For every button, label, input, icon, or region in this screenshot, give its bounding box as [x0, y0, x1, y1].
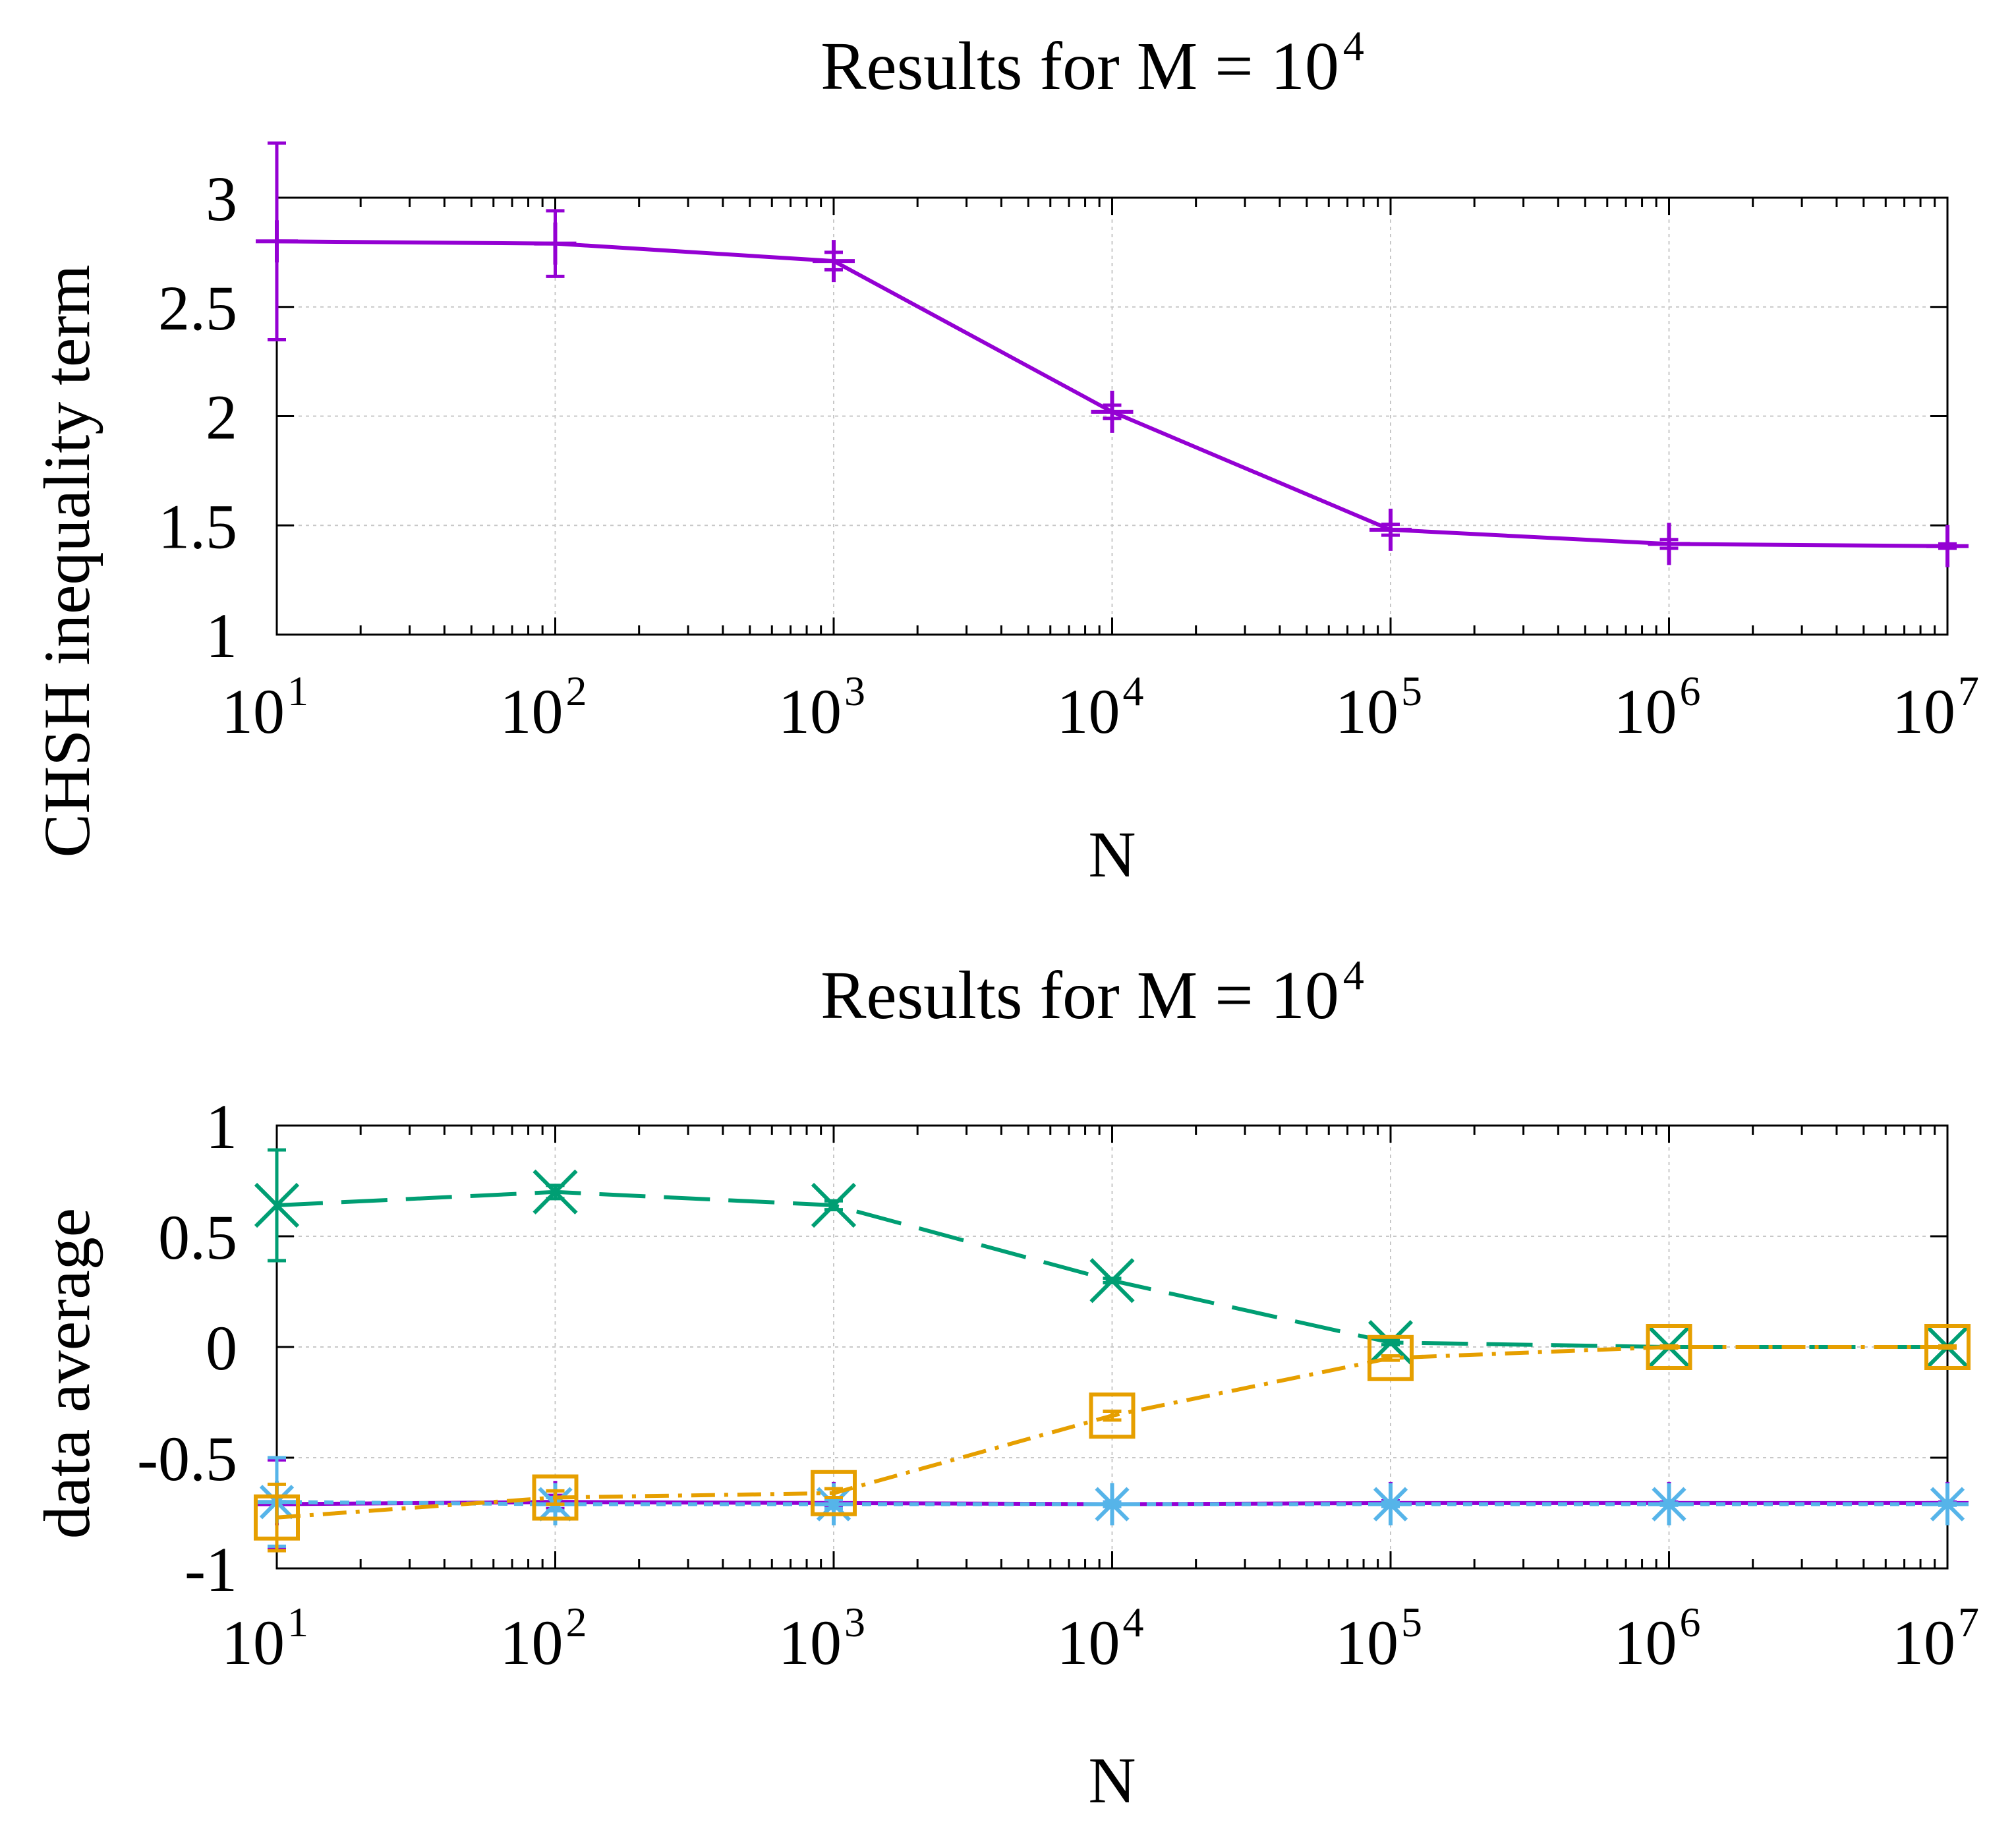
data-point — [1089, 1258, 1135, 1303]
x-tick-label: 106 — [1614, 1599, 1701, 1678]
y-tick-label: 1.5 — [158, 491, 237, 561]
x-tick-label: 104 — [1057, 668, 1144, 747]
data-point — [254, 1182, 300, 1228]
x-axis-label: N — [1088, 1744, 1136, 1817]
x-tick-exponent: 6 — [1680, 1599, 1701, 1646]
data-point — [254, 1494, 300, 1541]
y-tick-label: 0.5 — [158, 1202, 237, 1273]
data-point — [811, 1470, 857, 1516]
x-tick-exponent: 7 — [1958, 668, 1979, 714]
chart-chsh-term: 101 102 103 104 105 106 107 1 1.5 2 2.5 3 Results fo… — [30, 22, 1979, 891]
data-point — [1368, 1320, 1414, 1365]
x-tick-label: 105 — [1335, 668, 1422, 747]
x-tick-exponent: 3 — [844, 1599, 865, 1646]
x-tick-exponent: 1 — [287, 668, 308, 714]
data-point — [256, 220, 298, 263]
error-bar — [1659, 1344, 1679, 1350]
x-tick-label: 101 — [221, 668, 308, 747]
x-tick-exponent: 1 — [287, 1599, 308, 1646]
error-bar — [824, 1487, 843, 1499]
x-tick-exponent: 5 — [1401, 1599, 1422, 1646]
data-point — [1926, 1483, 1969, 1526]
data-point — [1648, 523, 1690, 565]
x-tick-exponent: 4 — [1123, 668, 1144, 714]
error-bar — [546, 1489, 565, 1506]
x-tick-label: 105 — [1335, 1599, 1422, 1678]
y-tick-label: 3 — [206, 163, 237, 234]
data-point — [1926, 525, 1969, 567]
error-bar — [1103, 1409, 1122, 1422]
data-point — [1369, 1483, 1412, 1526]
chart-title-exponent: 4 — [1343, 952, 1364, 998]
x-tick-label: 107 — [1892, 1599, 1979, 1678]
x-tick-exponent: 6 — [1680, 668, 1701, 714]
y-tick-label: 2 — [206, 382, 237, 453]
data-point — [1368, 1334, 1414, 1381]
data-point — [813, 1483, 855, 1526]
y-axis-label: data average — [30, 1208, 103, 1539]
y-tick-label: 1 — [206, 600, 237, 671]
error-bar — [1381, 1354, 1400, 1362]
data-point — [811, 1182, 857, 1228]
x-tick-label: 107 — [1892, 668, 1979, 747]
x-tick-label: 103 — [778, 1599, 865, 1678]
plot-frame — [275, 196, 1949, 636]
data-point — [1091, 1483, 1134, 1526]
data-point — [1646, 1324, 1692, 1370]
x-tick-exponent: 5 — [1401, 668, 1422, 714]
data-point — [532, 1474, 579, 1521]
y-tick-label: -0.5 — [137, 1423, 237, 1494]
y-tick-label: 0 — [206, 1313, 237, 1383]
data-point — [1648, 1483, 1690, 1526]
data-point — [533, 1169, 578, 1215]
chart-title: Results for M = 104 — [821, 22, 1364, 104]
data-point — [1369, 508, 1412, 551]
data-point — [1924, 1324, 1971, 1370]
x-tick-exponent: 3 — [844, 668, 865, 714]
series-1 — [256, 141, 1969, 567]
x-tick-label: 106 — [1614, 668, 1701, 747]
data-point — [534, 222, 577, 265]
y-tick-label: 1 — [206, 1091, 237, 1162]
data-point — [813, 240, 855, 283]
y-tick-label: 2.5 — [158, 273, 237, 343]
error-bar — [1938, 1344, 1957, 1350]
data-point — [1089, 1392, 1136, 1439]
x-tick-label: 104 — [1057, 1599, 1144, 1678]
x-tick-exponent: 2 — [566, 1599, 587, 1646]
series-4 — [254, 1324, 1971, 1553]
x-axis-label: N — [1088, 818, 1136, 891]
chart-title-exponent: 4 — [1343, 22, 1364, 69]
x-tick-label: 103 — [778, 668, 865, 747]
x-tick-exponent: 4 — [1123, 1599, 1144, 1646]
x-tick-label: 102 — [500, 668, 587, 747]
x-tick-label: 102 — [500, 1599, 587, 1678]
x-tick-exponent: 7 — [1958, 1599, 1979, 1646]
y-tick-label: -1 — [185, 1534, 237, 1605]
chart-title: Results for M = 104 — [821, 952, 1364, 1033]
data-point — [1091, 390, 1134, 433]
x-tick-label: 101 — [221, 1599, 308, 1678]
chart-data-average: 101 102 103 104 105 106 107 -1 -0.5 0 0.5 1 Results … — [30, 952, 1979, 1817]
y-axis-label: CHSH inequality term — [30, 265, 103, 858]
x-tick-exponent: 2 — [566, 668, 587, 714]
